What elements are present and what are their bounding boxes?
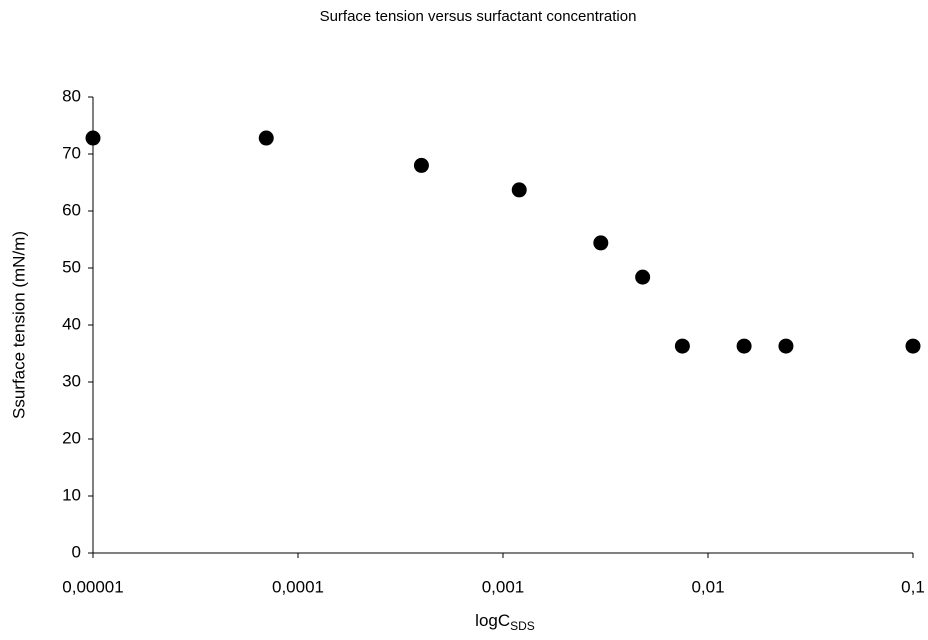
y-tick-label: 60 <box>62 200 81 219</box>
point <box>511 182 527 198</box>
y-tick-label: 50 <box>62 257 81 276</box>
y-tick-label: 70 <box>62 143 81 162</box>
point <box>635 269 651 285</box>
point <box>258 130 274 146</box>
x-tick-label: 0,1 <box>901 577 925 596</box>
x-axis-label-main: logC <box>475 611 510 630</box>
point <box>736 338 752 354</box>
y-tick-label: 20 <box>62 428 81 447</box>
y-tick-label: 0 <box>72 542 81 561</box>
x-tick-label: 0,001 <box>482 577 525 596</box>
x-tick-label: 0,0001 <box>272 577 324 596</box>
y-tick-label: 40 <box>62 314 81 333</box>
x-axis-label-subscript: SDS <box>510 619 535 633</box>
y-tick-label: 10 <box>62 485 81 504</box>
point <box>593 235 609 251</box>
y-tick-label: 30 <box>62 371 81 390</box>
x-tick-label: 0,00001 <box>62 577 123 596</box>
point <box>413 157 429 173</box>
point <box>674 338 690 354</box>
y-tick-label: 80 <box>62 86 81 105</box>
x-tick-label: 0,01 <box>691 577 724 596</box>
chart-title: Surface tension versus surfactant concen… <box>320 8 637 25</box>
point <box>85 130 101 146</box>
x-axis-label: logCSDS <box>475 611 535 633</box>
point <box>778 338 794 354</box>
point <box>905 338 921 354</box>
y-axis-label: Ssurface tension (mN/m) <box>9 231 28 419</box>
